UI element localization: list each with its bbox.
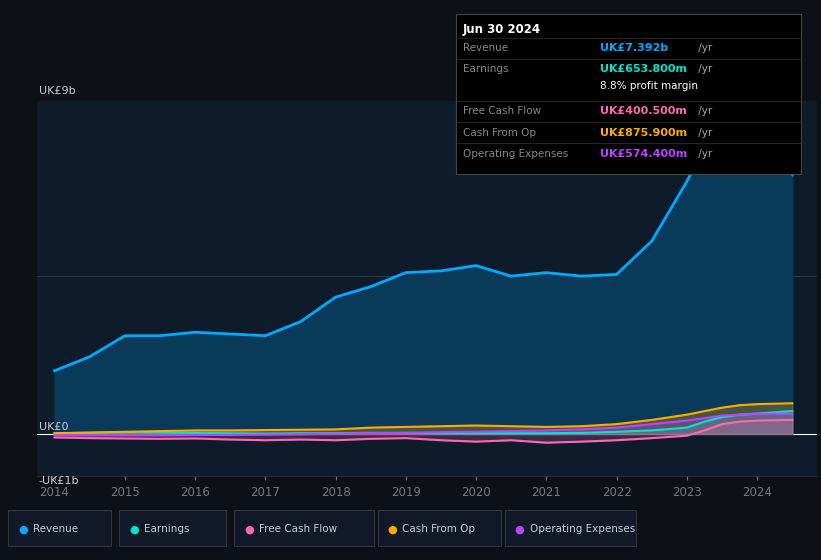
Text: UK£400.500m: UK£400.500m bbox=[600, 106, 687, 116]
Text: ●: ● bbox=[129, 524, 139, 534]
Text: Free Cash Flow: Free Cash Flow bbox=[463, 106, 541, 116]
Text: /yr: /yr bbox=[695, 128, 712, 138]
Text: /yr: /yr bbox=[695, 43, 712, 53]
Text: Revenue: Revenue bbox=[33, 524, 78, 534]
Text: UK£9b: UK£9b bbox=[39, 86, 76, 96]
Text: ●: ● bbox=[244, 524, 254, 534]
Text: Revenue: Revenue bbox=[463, 43, 508, 53]
Text: UK£653.800m: UK£653.800m bbox=[600, 64, 687, 74]
Text: Earnings: Earnings bbox=[144, 524, 189, 534]
Text: Jun 30 2024: Jun 30 2024 bbox=[463, 23, 541, 36]
Text: Cash From Op: Cash From Op bbox=[463, 128, 536, 138]
Text: /yr: /yr bbox=[695, 148, 712, 158]
Text: -UK£1b: -UK£1b bbox=[39, 477, 79, 487]
Text: ●: ● bbox=[388, 524, 397, 534]
Text: UK£574.400m: UK£574.400m bbox=[600, 148, 687, 158]
Text: Free Cash Flow: Free Cash Flow bbox=[259, 524, 337, 534]
Text: UK£0: UK£0 bbox=[39, 422, 68, 432]
Text: Operating Expenses: Operating Expenses bbox=[530, 524, 635, 534]
Text: ●: ● bbox=[18, 524, 28, 534]
Text: Operating Expenses: Operating Expenses bbox=[463, 148, 568, 158]
Text: /yr: /yr bbox=[695, 64, 712, 74]
Text: ●: ● bbox=[515, 524, 525, 534]
Text: Earnings: Earnings bbox=[463, 64, 508, 74]
Text: UK£875.900m: UK£875.900m bbox=[600, 128, 687, 138]
Text: Cash From Op: Cash From Op bbox=[402, 524, 475, 534]
Text: UK£7.392b: UK£7.392b bbox=[600, 43, 668, 53]
Text: /yr: /yr bbox=[695, 106, 712, 116]
Text: 8.8% profit margin: 8.8% profit margin bbox=[600, 81, 698, 91]
